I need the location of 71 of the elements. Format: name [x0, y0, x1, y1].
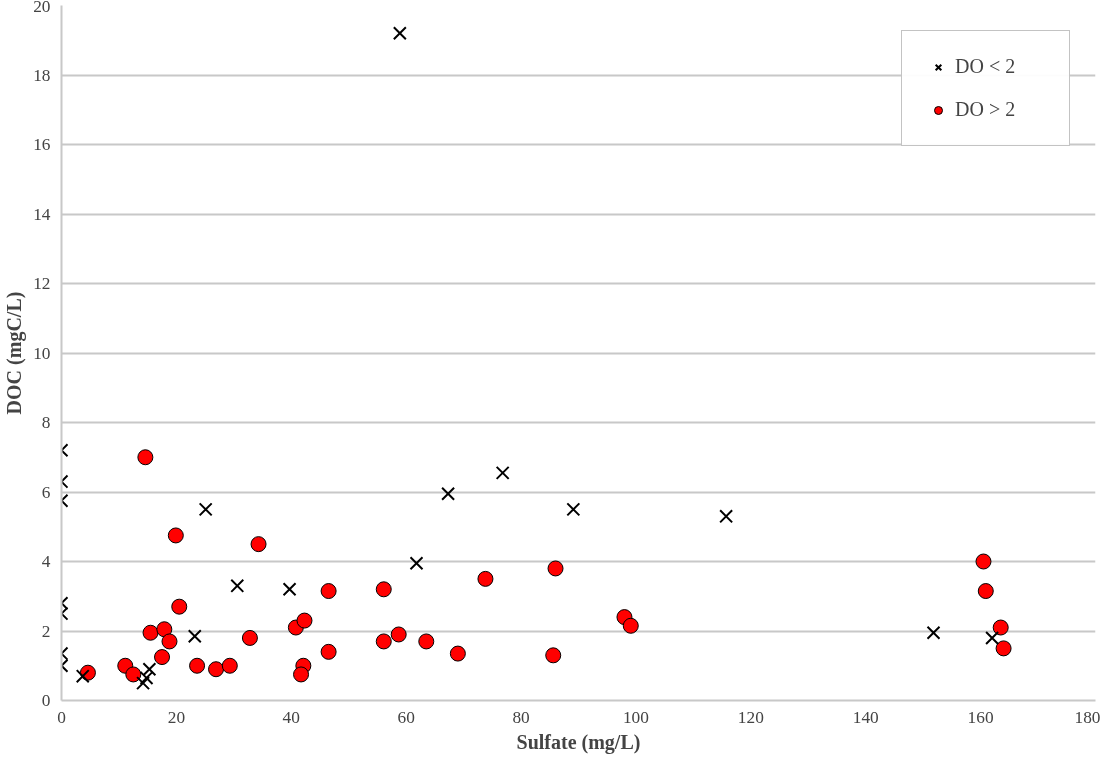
x-axis-title: Sulfate (mg/L)	[516, 730, 641, 754]
x-tick-label: 80	[512, 707, 530, 727]
point	[241, 629, 258, 646]
y-tick-label: 2	[41, 621, 51, 641]
point	[125, 666, 142, 683]
point	[230, 578, 245, 593]
point	[390, 626, 407, 643]
legend-label: DO < 2	[955, 55, 1017, 78]
y-tick-label: 4	[41, 552, 51, 571]
y-tick-label: 12	[33, 274, 51, 293]
point	[375, 633, 392, 650]
point	[171, 598, 188, 615]
legend-label: DO > 2	[955, 98, 1017, 121]
x-tick-label: 180	[1074, 707, 1101, 727]
y-tick-label: 10	[33, 343, 51, 363]
point	[142, 662, 157, 677]
point	[975, 553, 992, 570]
y-tick-label: 8	[41, 413, 51, 432]
point	[139, 670, 154, 685]
point	[392, 26, 407, 41]
point	[545, 647, 562, 664]
point	[995, 640, 1012, 657]
x-tick-label: 0	[57, 707, 66, 727]
point	[136, 676, 151, 691]
point	[198, 502, 213, 517]
point	[221, 657, 238, 674]
y-tick-label: 16	[33, 135, 51, 154]
y-tick-label: 14	[33, 204, 51, 224]
point	[137, 449, 154, 466]
point	[154, 649, 171, 666]
point	[293, 666, 310, 683]
point	[449, 645, 466, 662]
point	[977, 583, 994, 600]
x-tick-label: 20	[167, 707, 186, 727]
point	[566, 502, 581, 517]
point	[161, 633, 178, 650]
x-tick-label: 140	[852, 707, 879, 727]
point	[208, 661, 225, 678]
point	[547, 560, 564, 577]
point	[477, 570, 494, 587]
x-tick-label: 120	[737, 707, 764, 727]
y-tick-label: 20	[33, 0, 51, 16]
point	[441, 486, 456, 501]
point	[992, 619, 1009, 636]
point	[495, 465, 510, 480]
point	[375, 581, 392, 598]
point	[167, 527, 184, 544]
point	[320, 643, 337, 660]
point	[622, 617, 639, 634]
point	[250, 536, 267, 553]
point	[75, 669, 90, 684]
point	[320, 583, 337, 600]
y-tick-label: 18	[33, 65, 51, 85]
point	[296, 612, 313, 629]
x-tick-label: 40	[282, 707, 300, 727]
y-axis-title: DOC (mgC/L)	[3, 291, 27, 415]
point	[156, 621, 173, 638]
point	[985, 630, 1000, 645]
x-tick-label: 60	[397, 707, 415, 727]
y-tick-label: 0	[41, 691, 51, 710]
point	[409, 556, 424, 571]
point	[189, 657, 206, 674]
x-tick-label: 100	[622, 707, 649, 727]
point	[187, 629, 202, 644]
point	[142, 624, 159, 641]
point	[719, 509, 734, 524]
x-tick-label: 160	[967, 707, 994, 727]
point	[282, 582, 297, 597]
point	[926, 625, 941, 640]
point	[418, 633, 435, 650]
y-tick-label: 6	[41, 482, 51, 502]
